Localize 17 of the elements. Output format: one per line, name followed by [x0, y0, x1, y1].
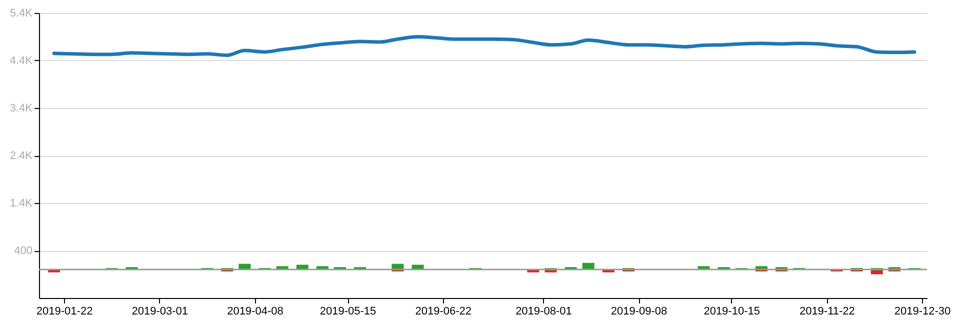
x-tick-label: 2019-09-08	[610, 306, 668, 318]
y-tick-label: 3.4K	[10, 102, 34, 114]
y-tick-label: 5.4K	[10, 8, 34, 20]
x-tick-label: 2019-11-22	[799, 306, 855, 318]
y-tick-label: 2.4K	[10, 150, 34, 162]
x-tick-label: 2019-03-01	[132, 306, 188, 318]
x-tick-label: 2019-01-22	[36, 306, 93, 318]
y-tick-label: 4.4K	[10, 55, 34, 67]
x-tick-label: 2019-12-30	[894, 306, 951, 318]
x-tick-label: 2019-08-01	[516, 306, 572, 318]
x-tick-label: 2019-04-08	[227, 306, 284, 318]
y-tick-label: 1.4K	[10, 198, 34, 210]
y-tick-label: 400	[14, 245, 32, 257]
line-series	[52, 35, 916, 58]
x-tick-label: 2019-10-15	[704, 306, 760, 318]
x-tick-label: 2019-05-15	[320, 306, 376, 318]
x-tick-label: 2019-06-22	[415, 306, 472, 318]
